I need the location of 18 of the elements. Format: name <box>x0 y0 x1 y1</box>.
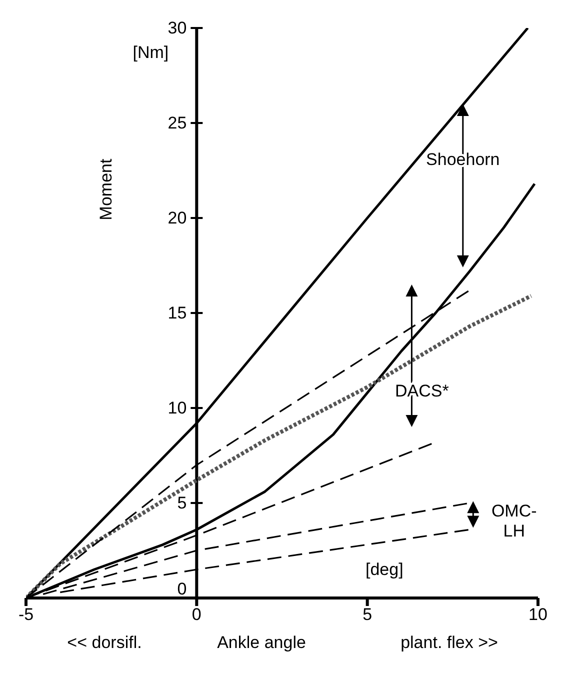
y-axis-title: Moment <box>96 158 116 220</box>
y-tick-label: 10 <box>168 398 187 418</box>
y-tick-label: 0 <box>177 580 187 598</box>
annotation: [deg] <box>365 560 404 580</box>
y-tick-label: 15 <box>168 304 187 322</box>
x-axis-title: Ankle angle <box>217 633 306 652</box>
y-tick-label: 30 <box>168 18 187 38</box>
y-tick-label: 25 <box>168 114 187 132</box>
x-tick-label: 0 <box>192 605 202 624</box>
x-tick-label: 10 <box>528 605 548 624</box>
x-tick-label: -5 <box>18 605 34 624</box>
x-tick-label: 5 <box>362 605 372 624</box>
y-tick-label: 20 <box>168 208 187 228</box>
annotation: [Nm] <box>132 43 169 62</box>
text: plant. flex >> <box>400 633 498 652</box>
annotation: OMC- LH <box>491 501 537 540</box>
y-tick-label: 5 <box>177 494 187 512</box>
text: << dorsifl. <box>67 633 142 652</box>
